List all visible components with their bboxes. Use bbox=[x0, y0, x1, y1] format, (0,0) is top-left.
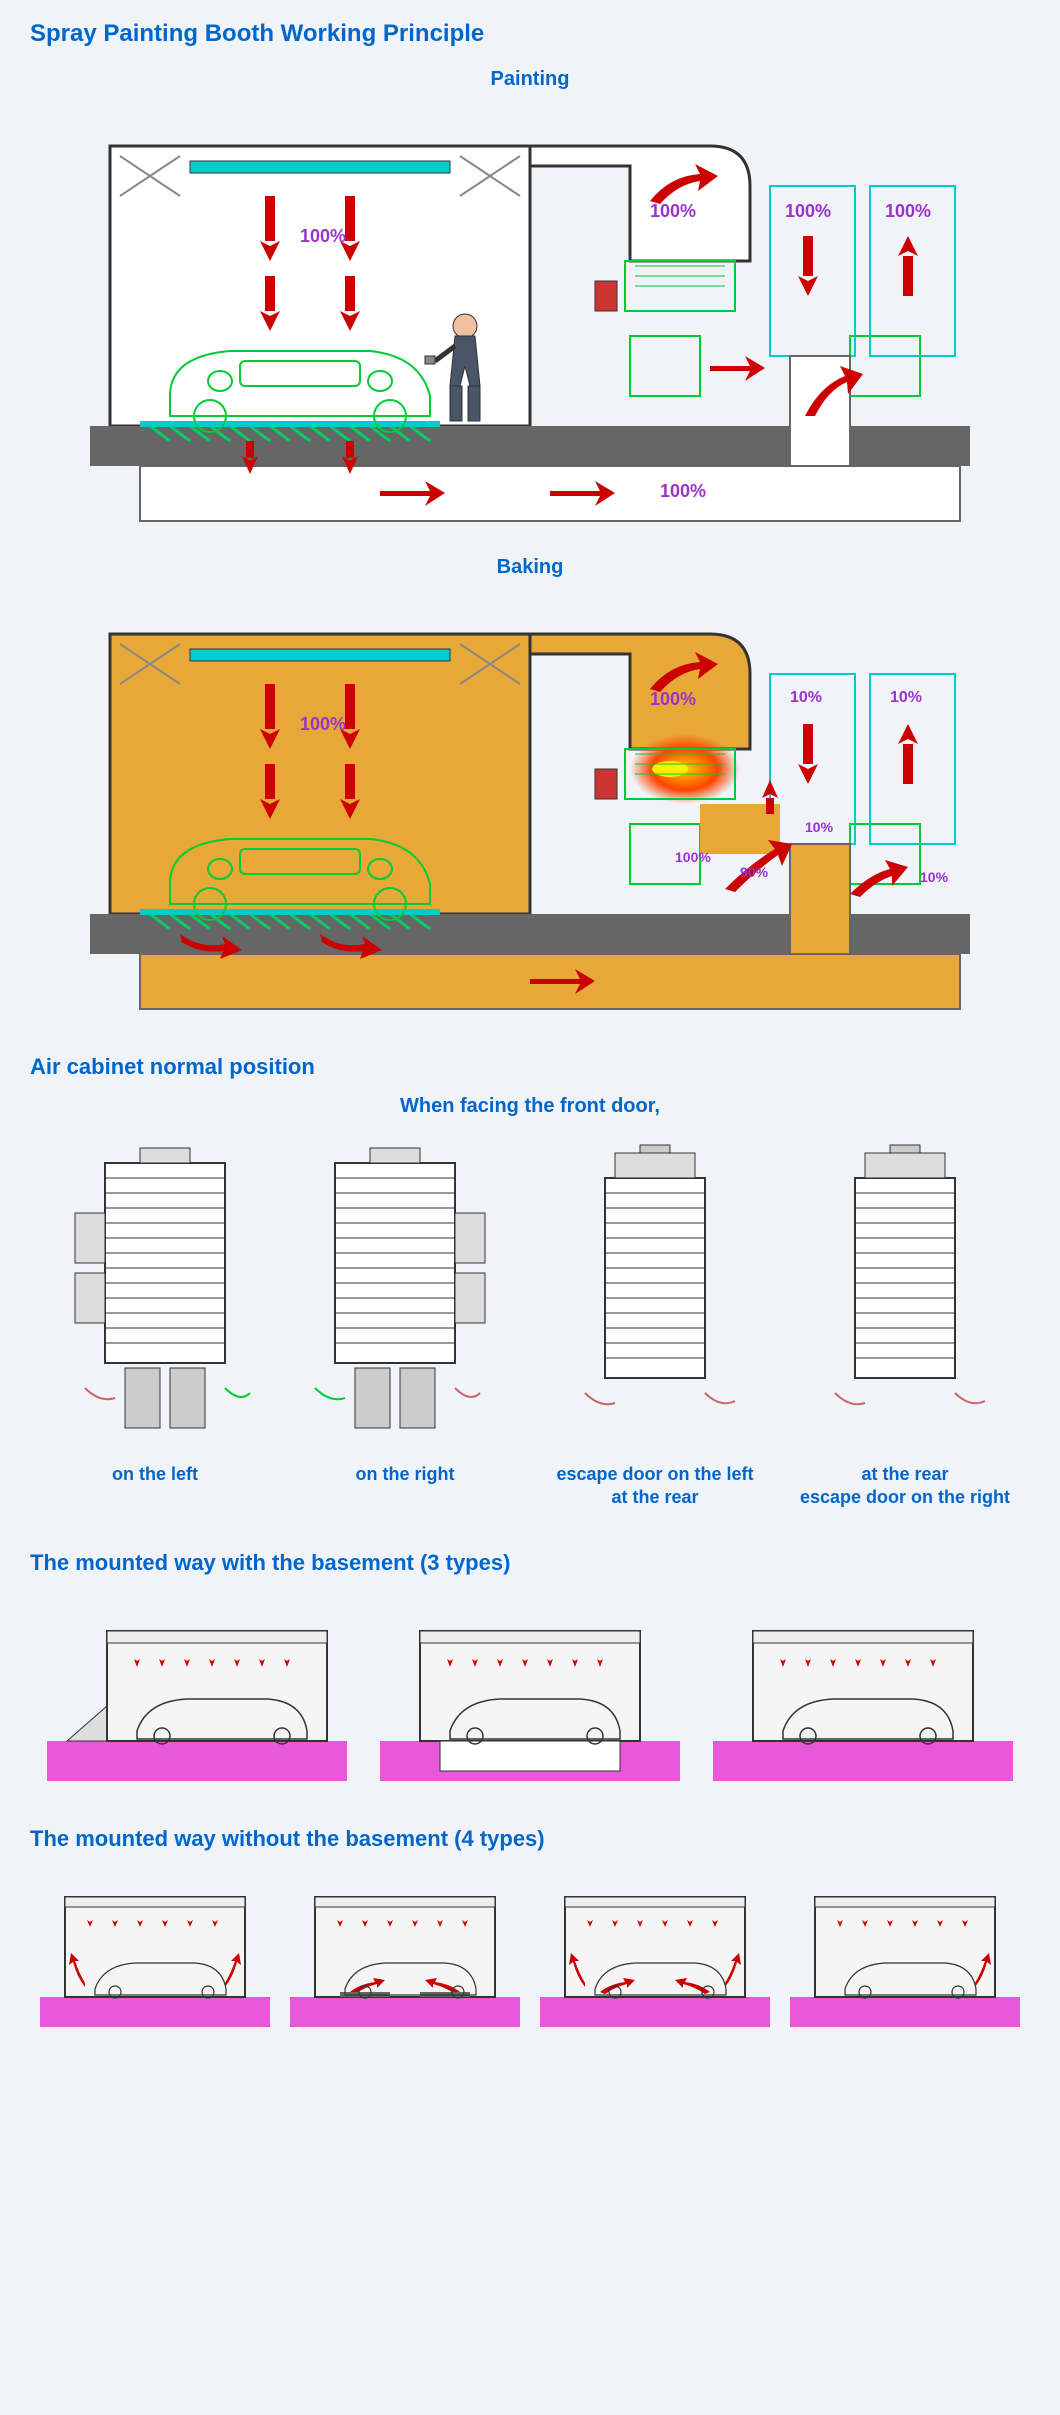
air-cabinet-subtitle: When facing the front door, bbox=[30, 1095, 1030, 1118]
painting-diagram: 100% 100% 100% 100% 100% bbox=[70, 106, 990, 526]
painting-title: Painting bbox=[30, 68, 1030, 91]
cabinet-label: at the rear escape door on the right bbox=[795, 1463, 1015, 1510]
basement-without-title: The mounted way without the basement (4 … bbox=[30, 1826, 1030, 1852]
painting-pct-intake2: 100% bbox=[885, 201, 931, 222]
cabinet-label: escape door on the left at the rear bbox=[545, 1463, 765, 1510]
painting-pct-booth: 100% bbox=[300, 226, 346, 247]
cabinet-label: on the left bbox=[45, 1463, 265, 1486]
baking-pct-booth: 100% bbox=[300, 714, 346, 735]
cabinet-row: on the left on the right escape door on … bbox=[30, 1143, 1030, 1510]
baking-pct-intake1: 10% bbox=[790, 689, 822, 707]
baking-pct-motor1: 100% bbox=[675, 849, 711, 865]
basement-without-row bbox=[30, 1877, 1030, 2032]
basement-item bbox=[47, 1601, 347, 1786]
cabinet-label: on the right bbox=[295, 1463, 515, 1486]
no-basement-item bbox=[540, 1877, 770, 2032]
baking-title: Baking bbox=[30, 556, 1030, 579]
basement-item bbox=[713, 1601, 1013, 1786]
no-basement-item bbox=[290, 1877, 520, 2032]
cabinet-item: on the right bbox=[295, 1143, 515, 1510]
no-basement-item bbox=[790, 1877, 1020, 2032]
basement-item bbox=[380, 1601, 680, 1786]
no-basement-item bbox=[40, 1877, 270, 2032]
baking-diagram: 100% 100% 10% 10% 100% 90% 10% 10% bbox=[70, 594, 990, 1014]
cabinet-item: on the left bbox=[45, 1143, 265, 1510]
baking-pct-intake2: 10% bbox=[890, 689, 922, 707]
baking-pct-duct: 100% bbox=[650, 689, 696, 710]
baking-pct-recirc: 90% bbox=[740, 864, 768, 880]
main-title: Spray Painting Booth Working Principle bbox=[30, 20, 1030, 48]
baking-pct-lower2: 10% bbox=[920, 869, 948, 885]
air-cabinet-title: Air cabinet normal position bbox=[30, 1054, 1030, 1080]
painting-pct-basement: 100% bbox=[660, 481, 706, 502]
cabinet-item: at the rear escape door on the right bbox=[795, 1143, 1015, 1510]
painting-pct-intake1: 100% bbox=[785, 201, 831, 222]
baking-pct-lower1: 10% bbox=[805, 819, 833, 835]
basement-with-title: The mounted way with the basement (3 typ… bbox=[30, 1550, 1030, 1576]
cabinet-item: escape door on the left at the rear bbox=[545, 1143, 765, 1510]
basement-with-row bbox=[30, 1601, 1030, 1786]
painting-pct-duct: 100% bbox=[650, 201, 696, 222]
